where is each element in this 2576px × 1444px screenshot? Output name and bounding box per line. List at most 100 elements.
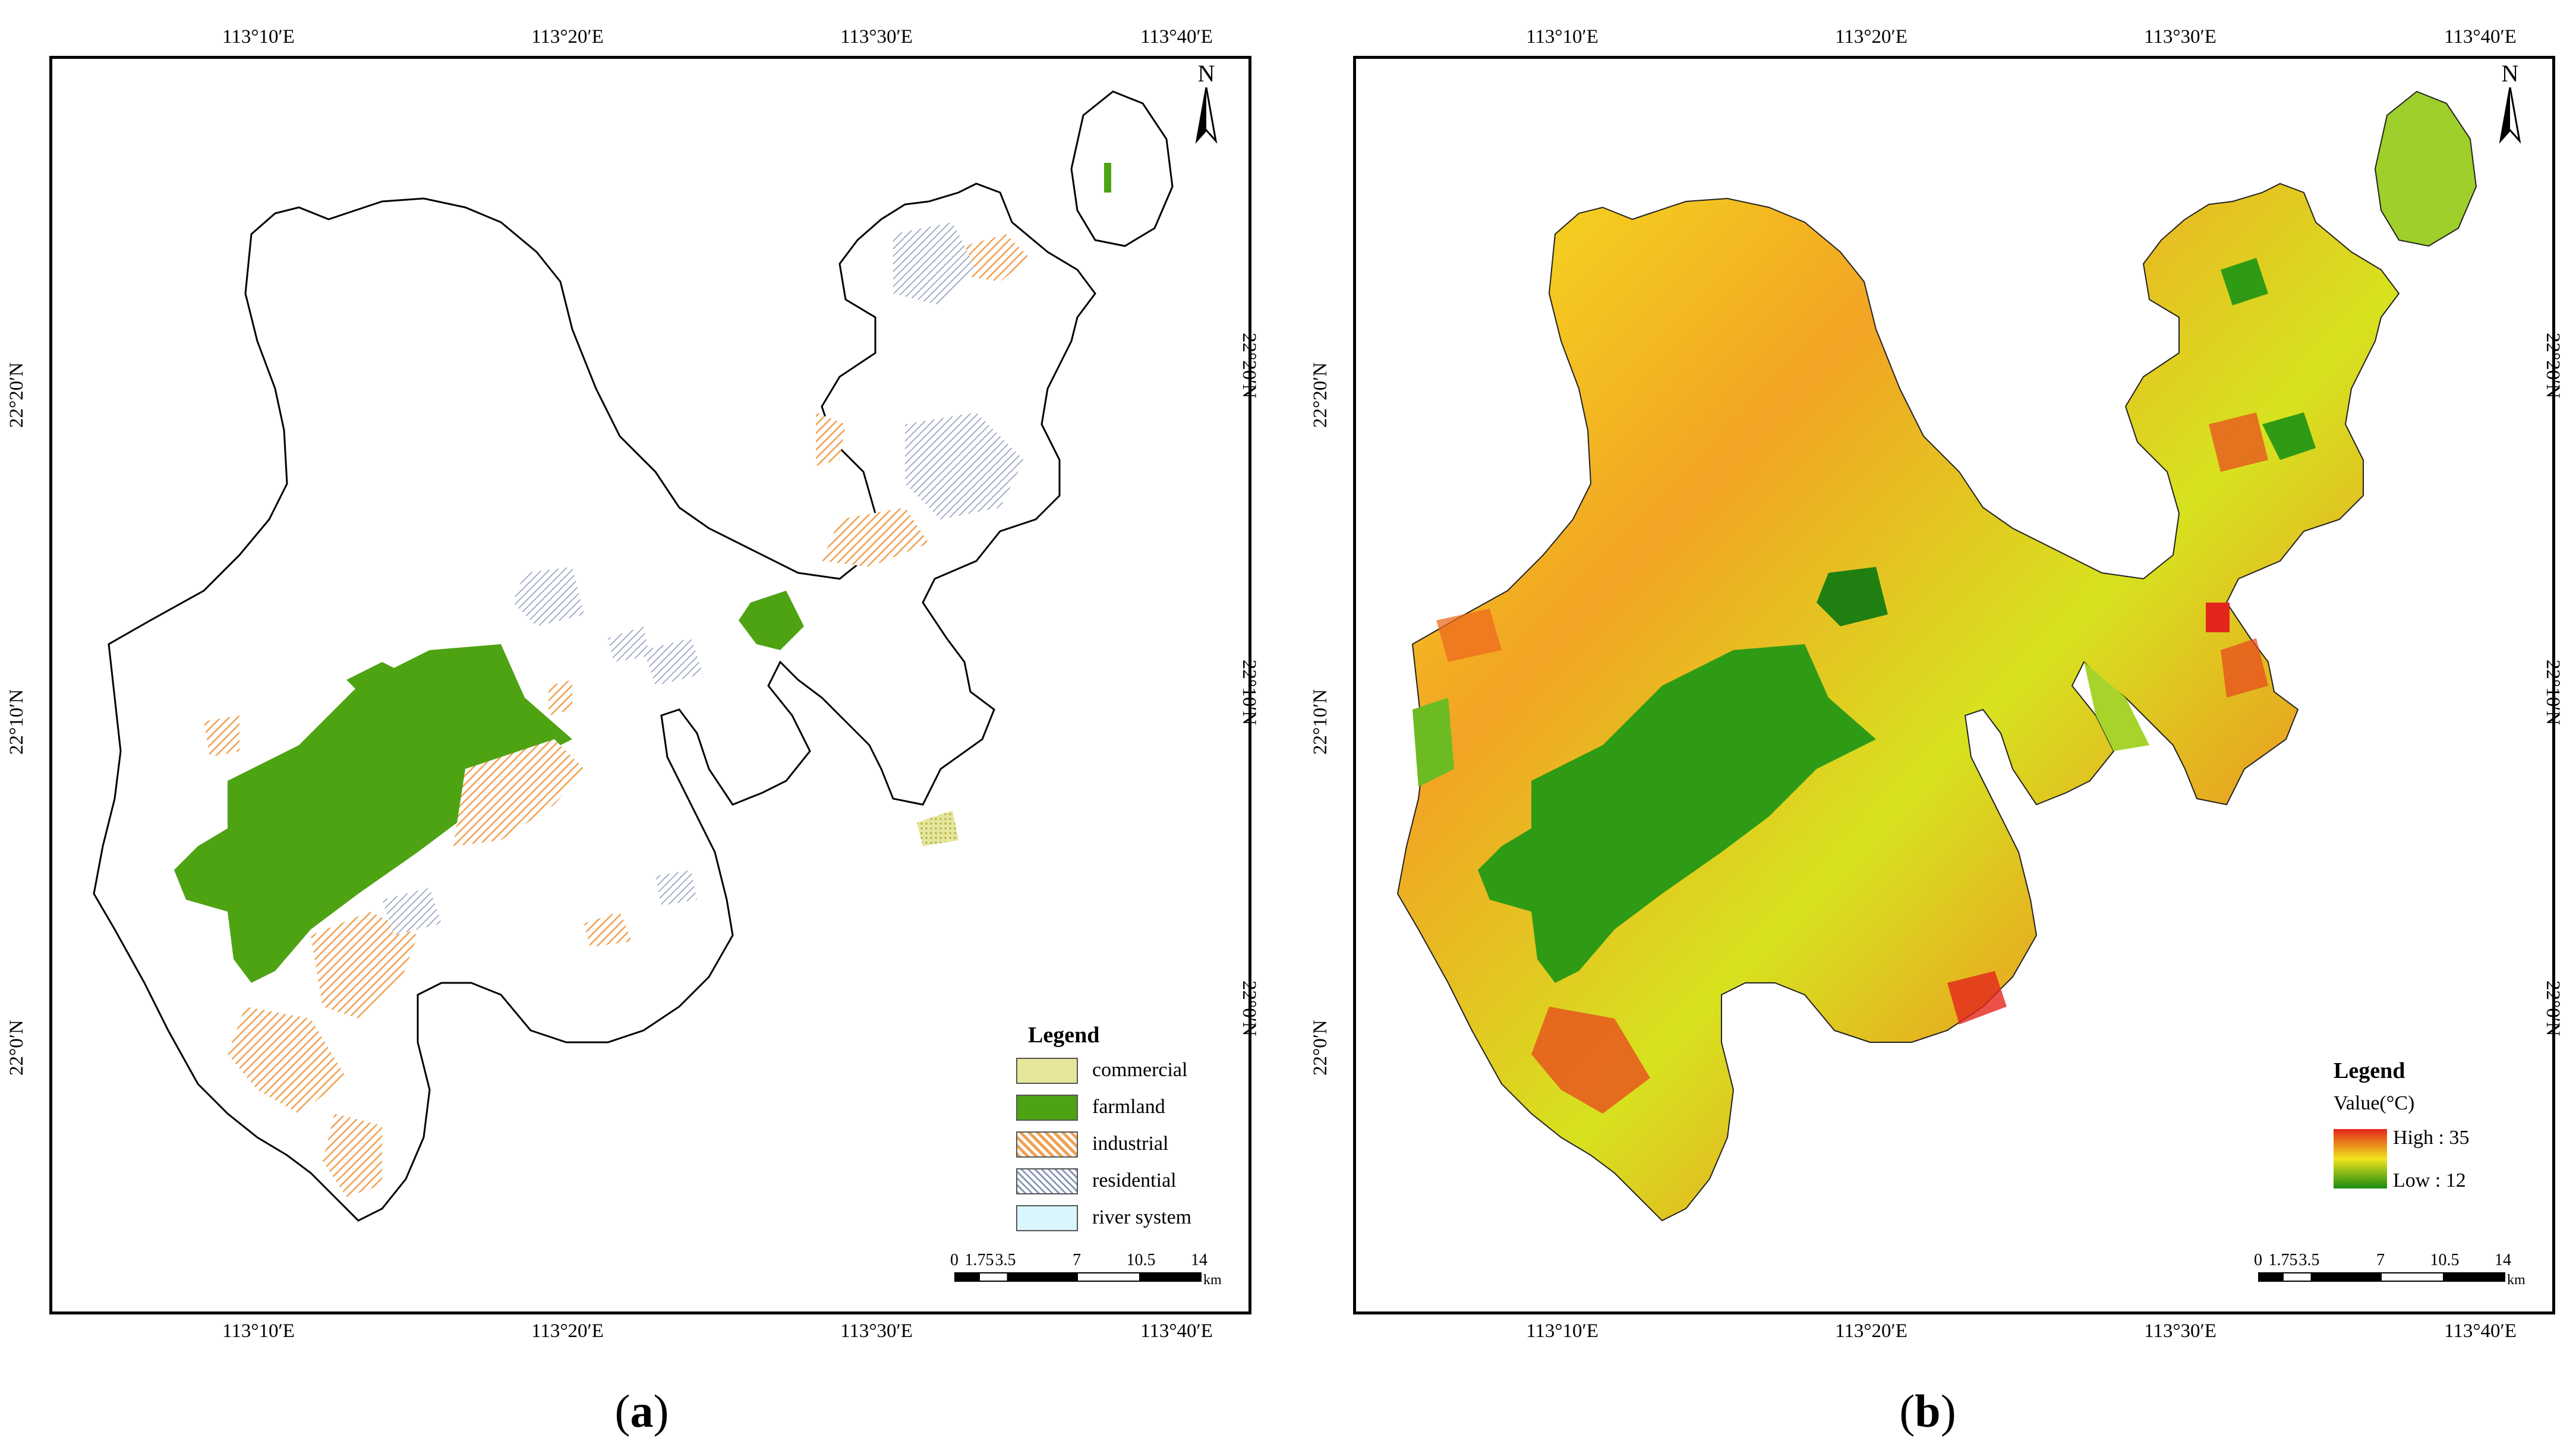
north-label: N [1197, 60, 1215, 87]
scale-bar: 0 1.75 3.5 7 10.5 14 km [950, 1251, 1224, 1292]
lon-tick-top: 113°20′E [1835, 26, 1907, 48]
scale-tick: 0 [950, 1251, 958, 1269]
lon-tick-bottom: 113°30′E [840, 1320, 913, 1342]
legend-swatch-commercial [1016, 1058, 1078, 1084]
scale-tick: 10.5 [1126, 1251, 1156, 1269]
scale-tick: 1.75 [964, 1251, 994, 1269]
lat-tick-right: 22°20′N [2542, 333, 2564, 399]
cool-zone [2084, 662, 2149, 751]
caption-letter: b [1915, 1385, 1941, 1437]
north-arrow-icon: N [2492, 59, 2528, 150]
scale-bar-graphic [2258, 1272, 2505, 1282]
hot-zone [1436, 609, 1502, 662]
scale-tick: 7 [2376, 1251, 2385, 1269]
residential-area [905, 412, 1024, 519]
cool-zone [1478, 644, 1876, 983]
lon-tick-bottom: 113°20′E [1835, 1320, 1907, 1342]
lat-tick-right: 22°10′N [1238, 660, 1260, 726]
legend-label: farmland [1092, 1096, 1165, 1118]
lat-tick-left: 22°0′N [1310, 1020, 1331, 1076]
industrial-area [323, 1114, 382, 1197]
legend-swatch-river-system [1016, 1205, 1078, 1231]
lat-tick-right: 22°10′N [2542, 660, 2564, 726]
legend-label: river system [1092, 1206, 1192, 1228]
panel-b-temperature-map: 113°10′E 113°20′E 113°30′E 113°40′E 113°… [1288, 0, 2576, 1444]
panel-caption: (a) [614, 1385, 669, 1437]
legend-swatch-residential [1016, 1168, 1078, 1194]
lat-tick-right: 22°0′N [2542, 980, 2564, 1036]
lat-tick-left: 22°0′N [6, 1020, 27, 1076]
lon-tick-bottom: 113°40′E [1140, 1320, 1213, 1342]
lon-tick-bottom: 113°10′E [1526, 1320, 1598, 1342]
scale-tick: 7 [1073, 1251, 1081, 1269]
panel-a-landuse-map: 113°10′E 113°20′E 113°30′E 113°40′E 113°… [6, 26, 1260, 1437]
lon-tick-bottom: 113°10′E [222, 1320, 295, 1342]
industrial-area [822, 507, 929, 567]
scale-tick: 3.5 [2298, 1251, 2320, 1269]
legend-title: Legend [1028, 1023, 1100, 1048]
legend-swatch-farmland [1016, 1095, 1078, 1121]
legend-low-label: Low : 12 [2393, 1169, 2466, 1191]
lon-tick-top: 113°10′E [222, 26, 295, 48]
commercial-area [917, 811, 958, 846]
legend-subtitle: Value(°C) [2334, 1092, 2415, 1114]
hot-zone [2221, 638, 2268, 698]
legend-label: industrial [1092, 1133, 1169, 1155]
cool-zone [1817, 567, 1888, 626]
lat-tick-left: 22°20′N [1310, 362, 1331, 428]
lon-tick-bottom: 113°30′E [2144, 1320, 2216, 1342]
residential-area [644, 638, 703, 686]
industrial-area [816, 412, 846, 466]
heat-landmass [1396, 182, 2400, 1222]
hot-zone [2209, 412, 2268, 472]
landuse-map-canvas [93, 90, 1174, 1222]
industrial-area [584, 912, 632, 947]
residential-area [893, 222, 976, 305]
scale-bar: 0 1.75 3.5 7 10.5 14 km [2254, 1251, 2528, 1292]
cool-zone [2262, 412, 2316, 460]
temperature-map-canvas [1396, 90, 2477, 1222]
heat-island [2374, 90, 2477, 247]
lon-tick-bottom: 113°40′E [2444, 1320, 2517, 1342]
industrial-area [964, 234, 1030, 282]
legend-title: Legend [2334, 1058, 2405, 1083]
cool-zone [1412, 698, 1454, 787]
farmland-patch [346, 662, 406, 704]
scale-bar-graphic [954, 1272, 1202, 1282]
panel-caption: (b) [1899, 1385, 1956, 1437]
hot-zone [1531, 1007, 1650, 1114]
scale-tick: 14 [1191, 1251, 1207, 1269]
scale-tick: 14 [2495, 1251, 2511, 1269]
residential-area [608, 626, 649, 662]
farmland-area [174, 644, 572, 983]
lon-tick-top: 113°10′E [1526, 26, 1598, 48]
lon-tick-top: 113°40′E [1140, 26, 1213, 48]
industrial-area [204, 715, 239, 757]
scale-unit: km [2507, 1272, 2525, 1288]
industrial-area [311, 912, 418, 1019]
scale-tick: 0 [2254, 1251, 2262, 1269]
north-label: N [2501, 60, 2519, 87]
legend-label: residential [1092, 1169, 1177, 1191]
north-arrow-icon: N [1188, 59, 1224, 150]
lat-tick-left: 22°20′N [6, 362, 27, 428]
industrial-area [228, 1007, 346, 1114]
scale-tick: 10.5 [2430, 1251, 2460, 1269]
legend-label: commercial [1092, 1059, 1188, 1081]
legend-high-label: High : 35 [2393, 1127, 2470, 1149]
residential-area [382, 888, 442, 935]
residential-area [513, 567, 584, 626]
residential-area [655, 870, 697, 906]
lon-tick-top: 113°30′E [2144, 26, 2216, 48]
caption-letter: a [630, 1385, 654, 1437]
farmland-patch [739, 591, 804, 650]
lon-tick-top: 113°30′E [840, 26, 913, 48]
scale-tick: 3.5 [995, 1251, 1016, 1269]
legend-swatch-industrial [1016, 1131, 1078, 1158]
lat-tick-right: 22°20′N [1238, 333, 1260, 399]
industrial-area [453, 739, 584, 846]
lat-tick-left: 22°10′N [1310, 689, 1331, 755]
color-ramp [2334, 1129, 2387, 1188]
hot-zone [2206, 603, 2230, 632]
lon-tick-top: 113°20′E [531, 26, 604, 48]
